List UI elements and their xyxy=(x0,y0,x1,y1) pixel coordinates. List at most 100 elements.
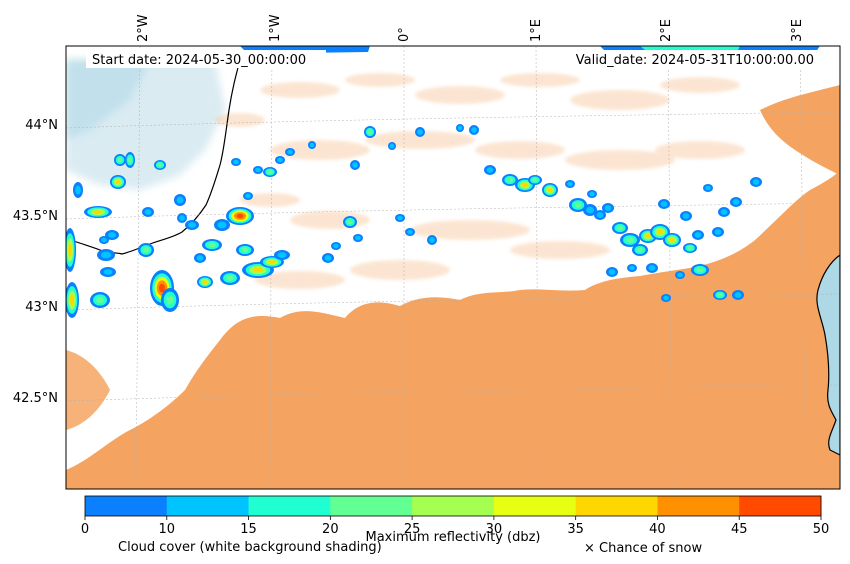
colorbar-ticks: 0 10 15 20 25 30 35 40 45 50 xyxy=(81,516,829,537)
reflectivity-cell xyxy=(309,142,315,148)
reflectivity-cell xyxy=(188,222,196,228)
reflectivity-cell xyxy=(636,247,644,253)
reflectivity-cell xyxy=(333,243,339,249)
reflectivity-cell xyxy=(196,255,204,261)
lon-tick-label: 1°W xyxy=(268,14,283,42)
reflectivity-cell xyxy=(407,229,413,235)
reflectivity-cell xyxy=(506,177,514,183)
reflectivity-cell xyxy=(586,206,594,214)
reflectivity-cell xyxy=(687,246,693,250)
reflectivity-cell xyxy=(367,129,373,135)
start-date-text: Start date: 2024-05-30_00:00:00 xyxy=(92,53,306,68)
reflectivity-cell xyxy=(705,185,711,191)
lat-tick-label: 44°N xyxy=(25,118,58,133)
colorbar-swatch xyxy=(412,496,495,516)
reflectivity-cell xyxy=(714,229,722,235)
reflectivity-cell xyxy=(663,295,669,301)
reflectivity-cell xyxy=(277,252,287,258)
colorbar-tick-label: 45 xyxy=(731,522,748,537)
reflectivity-cell xyxy=(660,201,668,207)
reflectivity-cell xyxy=(142,247,150,253)
reflectivity-cell xyxy=(717,293,723,297)
reflectivity-cell xyxy=(347,219,353,225)
reflectivity-cell xyxy=(352,162,358,168)
reflectivity-cell xyxy=(100,251,112,259)
reflectivity-cell xyxy=(648,265,656,271)
colorbar-swatch xyxy=(248,496,331,516)
reflectivity-cell xyxy=(645,233,651,239)
reflectivity-cell xyxy=(589,191,595,197)
colorbar-swatches xyxy=(85,496,822,516)
colorbar-tick-label: 0 xyxy=(81,522,89,537)
reflectivity-cell xyxy=(287,149,293,155)
reflectivity-cell xyxy=(677,272,683,278)
lat-tick-label: 43.5°N xyxy=(13,209,58,224)
reflectivity-cell xyxy=(217,221,227,229)
lon-tick-label: 2°E xyxy=(659,19,674,42)
start-date-bg xyxy=(86,50,326,68)
colorbar-tick-label: 40 xyxy=(649,522,666,537)
colorbar-tick-label: 30 xyxy=(486,522,503,537)
cloud-cover-legend: Cloud cover (white background shading) xyxy=(118,540,382,555)
reflectivity-cell xyxy=(157,163,163,167)
lon-tick-label: 2°W xyxy=(136,14,151,42)
reflectivity-cell xyxy=(233,159,239,165)
reflectivity-cell xyxy=(267,170,273,174)
reflectivity-cell xyxy=(226,275,234,281)
reflectivity-cell xyxy=(324,255,332,261)
reflectivity-cell xyxy=(574,202,582,208)
reflectivity-cell xyxy=(682,213,690,219)
reflectivity-cells xyxy=(66,124,762,318)
cloud-mass-east xyxy=(760,85,840,175)
cloud-mass-west xyxy=(66,350,110,430)
map-plot-area xyxy=(66,46,840,489)
sea-east xyxy=(816,254,840,456)
reflectivity-cell xyxy=(596,212,604,218)
colorbar-tick-label: 25 xyxy=(404,522,421,537)
lon-tick-label: 1°E xyxy=(529,19,544,42)
reflectivity-cell xyxy=(128,156,132,164)
reflectivity-cell xyxy=(694,232,702,238)
lon-tick-label: 3°E xyxy=(790,19,805,42)
reflectivity-cell xyxy=(656,229,664,235)
reflectivity-cell xyxy=(732,199,740,205)
reflectivity-cell xyxy=(616,225,624,231)
reflectivity-cell xyxy=(255,167,261,173)
colorbar-tick-label: 20 xyxy=(322,522,339,537)
colorbar-swatch xyxy=(85,496,168,516)
reflectivity-cell xyxy=(521,182,529,188)
reflectivity-cell xyxy=(567,181,573,187)
reflectivity-cell xyxy=(179,215,185,221)
reflectivity-cell xyxy=(159,283,165,293)
colorbar-swatch xyxy=(575,496,658,516)
reflectivity-cell xyxy=(202,280,208,284)
reflectivity-cell xyxy=(277,157,283,163)
reflectivity-cell xyxy=(752,179,760,185)
colorbar-swatch xyxy=(657,496,740,516)
reflectivity-cell xyxy=(117,157,123,163)
reflectivity-cell xyxy=(471,127,477,133)
reflectivity-cell xyxy=(208,242,216,248)
reflectivity-cell xyxy=(268,260,276,264)
reflectivity-cell xyxy=(696,267,704,273)
cloud-mass-south xyxy=(66,170,840,489)
colorbar-frame xyxy=(84,495,822,517)
reflectivity-cell xyxy=(245,193,251,199)
top-edge-echo-cyan xyxy=(640,46,740,50)
lat-tick-label: 43°N xyxy=(25,300,58,315)
colorbar-swatch xyxy=(330,496,413,516)
colorbar-tick-label: 35 xyxy=(567,522,584,537)
colorbar-label: Maximum reflectivity (dbz) xyxy=(366,530,541,545)
reflectivity-cell xyxy=(397,215,403,221)
reflectivity-cell xyxy=(626,237,634,243)
reflectivity-cell xyxy=(547,187,553,193)
valid-date-text: Valid_date: 2024-05-31T10:00:00.00 xyxy=(576,53,814,68)
reflectivity-cell xyxy=(108,232,116,238)
reflectivity-cell xyxy=(389,143,395,149)
colorbar-swatch xyxy=(166,496,250,516)
reflectivity-cell xyxy=(734,292,742,298)
reflectivity-cell xyxy=(486,167,494,173)
reflectivity-cell xyxy=(417,129,423,135)
reflectivity-cell xyxy=(75,185,81,195)
